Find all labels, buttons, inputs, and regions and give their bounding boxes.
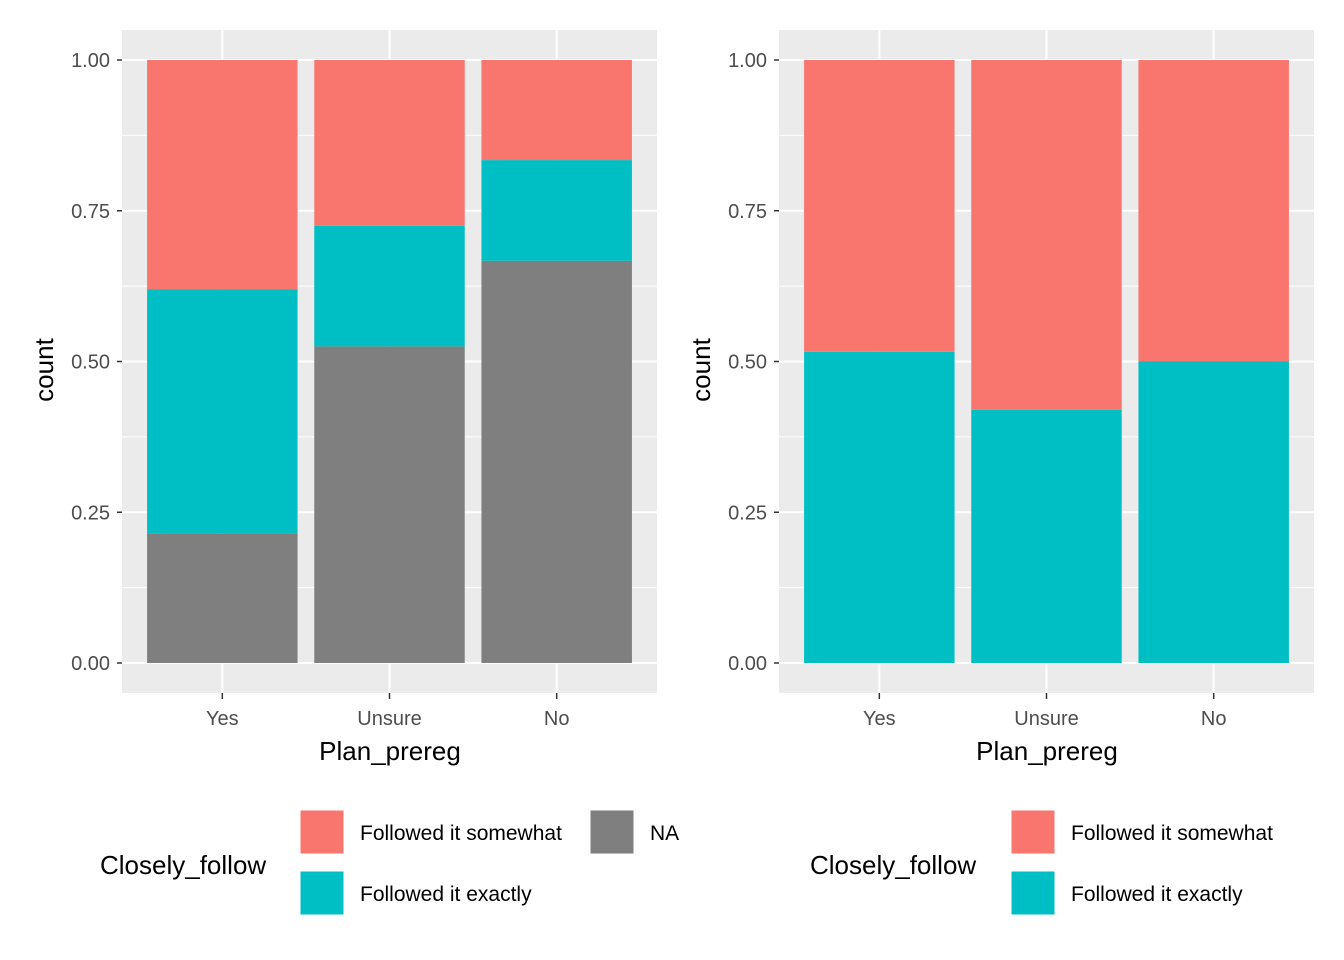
x-tick-label: Yes [206, 708, 239, 730]
bar-segment-unsure-somewhat [314, 60, 465, 226]
bar-segment-yes-exactly [804, 351, 955, 663]
legend-key-na [589, 809, 635, 855]
y-axis-title: count [686, 337, 716, 401]
bar-segment-yes-na [147, 533, 298, 663]
x-tick-label: Yes [863, 708, 896, 730]
legend-key-exactly [299, 870, 345, 916]
x-tick-label: No [544, 708, 570, 730]
bar-segment-unsure-exactly [314, 225, 465, 347]
legend-label: NA [650, 822, 679, 845]
y-tick-label: 0.00 [71, 653, 110, 675]
y-tick-label: 0.75 [728, 201, 767, 223]
x-tick-label: Unsure [357, 708, 421, 730]
legend-key-somewhat [299, 809, 345, 855]
bar-segment-yes-somewhat [147, 60, 298, 290]
bar-segment-no-somewhat [1138, 60, 1289, 362]
chart-panel-1: 0.00 0.25 0.50 0.75 1.00 Yes Unsure No Plan_prer… [29, 30, 679, 916]
bar-segment-yes-exactly [147, 289, 298, 534]
bar-segment-unsure-exactly [971, 409, 1122, 663]
legend-label: Followed it somewhat [360, 822, 562, 845]
y-tick-label: 0.00 [728, 653, 767, 675]
x-tick-label: Unsure [1014, 708, 1078, 730]
y-tick-label: 1.00 [71, 50, 110, 72]
bar-segment-no-exactly [481, 160, 632, 261]
legend-label: Followed it somewhat [1071, 822, 1273, 845]
y-tick-label: 1.00 [728, 50, 767, 72]
legend-label: Followed it exactly [360, 883, 532, 906]
y-tick-label: 0.50 [728, 352, 767, 374]
bar-segment-unsure-na [314, 346, 465, 663]
legend-key-somewhat [1010, 809, 1056, 855]
y-tick-label: 0.25 [71, 502, 110, 524]
y-tick-label: 0.25 [728, 502, 767, 524]
legend: Closely_follow Followed it somewhat Follow… [810, 809, 1273, 916]
x-axis-title: Plan_prereg [319, 736, 461, 766]
y-tick-label: 0.75 [71, 201, 110, 223]
chart-panel-2: 0.00 0.25 0.50 0.75 1.00 Yes Unsure No Plan_prer… [686, 30, 1314, 916]
legend-title: Closely_follow [810, 850, 976, 880]
legend-label: Followed it exactly [1071, 883, 1243, 906]
y-tick-label: 0.50 [71, 352, 110, 374]
bar-segment-no-somewhat [481, 60, 632, 161]
legend: Closely_follow Followed it somewhat Follow… [100, 809, 679, 916]
bar-segment-yes-somewhat [804, 60, 955, 352]
legend-title: Closely_follow [100, 850, 266, 880]
legend-key-exactly [1010, 870, 1056, 916]
bar-segment-no-exactly [1138, 361, 1289, 663]
bar-segment-no-na [481, 260, 632, 663]
x-axis-title: Plan_prereg [976, 736, 1118, 766]
bar-segment-unsure-somewhat [971, 60, 1122, 410]
x-tick-label: No [1201, 708, 1227, 730]
y-axis-title: count [29, 337, 59, 401]
